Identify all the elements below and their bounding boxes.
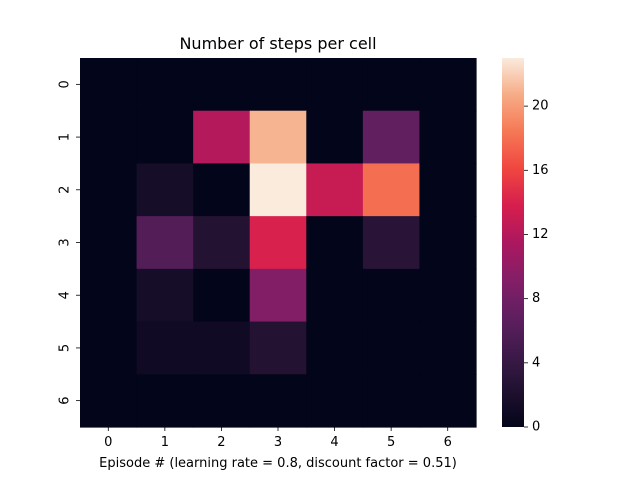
y-tick-label-4: 4	[58, 291, 73, 299]
heatmap-cell-r2-c1	[136, 163, 194, 217]
y-tick-label-1: 1	[58, 133, 73, 141]
heatmap-cell-r1-c5	[362, 110, 421, 165]
heatmap-cell-r0-c5	[362, 58, 421, 112]
heatmap-cell-r6-c5	[362, 374, 421, 428]
heatmap-cell-r0-c3	[249, 58, 307, 112]
heatmap-cell-r1-c1	[136, 110, 194, 165]
heatmap-cell-r4-c3	[249, 268, 307, 323]
colorbar-tick-label-1: 4	[532, 355, 540, 370]
heatmap-cell-r2-c5	[362, 163, 421, 217]
y-tick-label-0: 0	[58, 80, 73, 88]
heatmap-cell-r2-c3	[249, 163, 307, 217]
x-tick-label-6: 6	[444, 435, 452, 450]
heatmap-cell-r3-c6	[419, 216, 477, 270]
x-axis-ticks: 0 1 2 3 4 5 6	[104, 427, 452, 450]
x-tick-label-1: 1	[161, 435, 169, 450]
heatmap-cell-r6-c2	[193, 374, 251, 428]
colorbar-tick-label-5: 20	[532, 99, 549, 114]
heatmap-cell-r2-c4	[306, 163, 364, 217]
heatmap-cell-r1-c0	[80, 110, 138, 165]
x-tick-label-2: 2	[217, 435, 225, 450]
heatmap-cell-r3-c4	[306, 216, 364, 270]
y-tick-label-5: 5	[58, 344, 73, 352]
heatmap-cell-r5-c1	[136, 321, 194, 375]
x-tick-label-0: 0	[104, 435, 112, 450]
heatmap-cell-r4-c2	[193, 268, 251, 323]
colorbar-tick-label-4: 16	[532, 163, 549, 178]
heatmap-cell-r1-c4	[306, 110, 364, 165]
heatmap-cell-r0-c6	[419, 58, 477, 112]
heatmap-cell-r0-c1	[136, 58, 194, 112]
heatmap-cell-r0-c4	[306, 58, 364, 112]
heatmap-cell-r6-c0	[80, 374, 138, 428]
heatmap-cell-r4-c6	[419, 268, 477, 323]
y-tick-label-6: 6	[58, 397, 73, 405]
heatmap-cell-r5-c3	[249, 321, 307, 375]
colorbar-ticks: 0 4 8 12 16 20	[524, 99, 549, 435]
heatmap-cell-r5-c4	[306, 321, 364, 375]
colorbar-tick-label-2: 8	[532, 291, 540, 306]
heatmap-cells	[80, 58, 477, 428]
x-tick-label-5: 5	[387, 435, 395, 450]
heatmap-cell-r1-c3	[249, 110, 307, 165]
heatmap-cell-r5-c5	[362, 321, 421, 375]
heatmap-cell-r5-c2	[193, 321, 251, 375]
x-tick-label-3: 3	[274, 435, 282, 450]
heatmap-cell-r0-c0	[80, 58, 138, 112]
heatmap-cell-r3-c5	[362, 216, 421, 270]
chart-title: Number of steps per cell	[179, 34, 376, 53]
heatmap-cell-r2-c2	[193, 163, 251, 217]
heatmap-cell-r4-c0	[80, 268, 138, 323]
heatmap-cell-r3-c1	[136, 216, 194, 270]
heatmap-cell-r6-c3	[249, 374, 307, 428]
x-axis-label: Episode # (learning rate = 0.8, discount…	[99, 456, 457, 471]
heatmap-cell-r5-c0	[80, 321, 138, 375]
heatmap-cell-r3-c2	[193, 216, 251, 270]
heatmap-cell-r4-c5	[362, 268, 421, 323]
heatmap-cell-r4-c1	[136, 268, 194, 323]
heatmap-cell-r3-c0	[80, 216, 138, 270]
heatmap-cell-r2-c6	[419, 163, 477, 217]
heatmap-cell-r1-c2	[193, 110, 251, 165]
colorbar-tick-label-3: 12	[532, 227, 549, 242]
heatmap-cell-r1-c6	[419, 110, 477, 165]
heatmap-cell-r0-c2	[193, 58, 251, 112]
heatmap-cell-r5-c6	[419, 321, 477, 375]
heatmap-cell-r6-c1	[136, 374, 194, 428]
heatmap-cell-r2-c0	[80, 163, 138, 217]
y-tick-label-3: 3	[58, 238, 73, 246]
heatmap-cell-r6-c4	[306, 374, 364, 428]
heatmap-cell-r4-c4	[306, 268, 364, 323]
colorbar-tick-label-0: 0	[532, 420, 540, 435]
y-tick-label-2: 2	[58, 186, 73, 194]
x-tick-label-4: 4	[330, 435, 338, 450]
colorbar	[502, 58, 524, 427]
heatmap-cell-r3-c3	[249, 216, 307, 270]
y-axis-ticks: 0 1 2 3 4 5 6	[58, 80, 80, 405]
heatmap-cell-r6-c6	[419, 374, 477, 428]
